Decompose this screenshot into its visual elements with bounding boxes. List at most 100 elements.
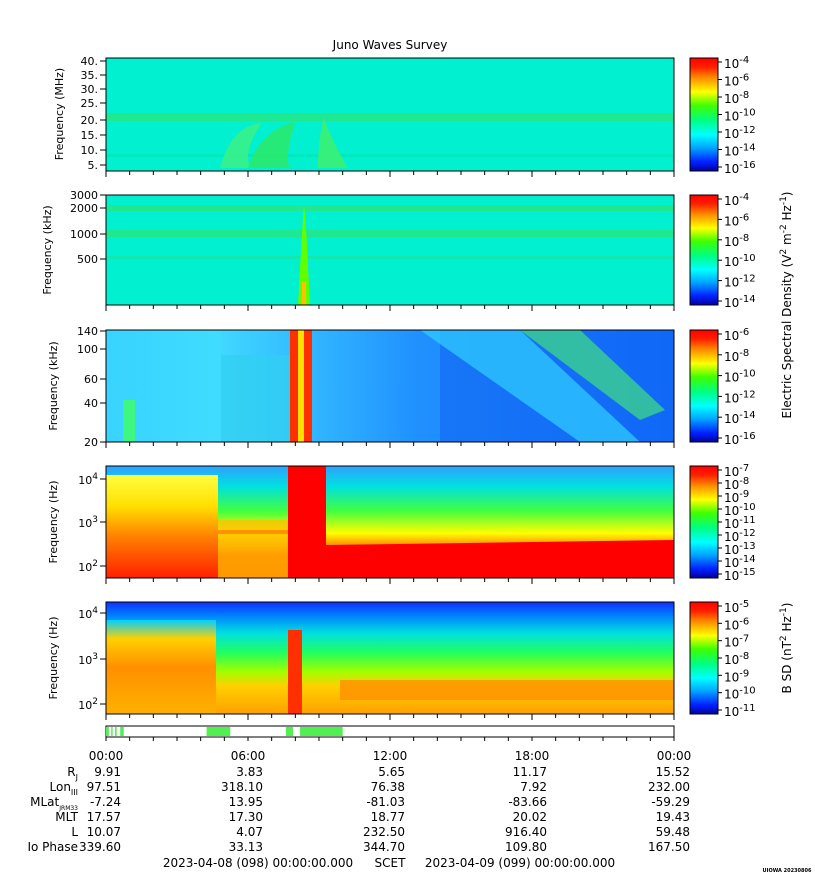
panel-3-emission-burst-core	[298, 330, 304, 442]
ephemeris-value: 339.60	[79, 840, 121, 854]
colorbars	[689, 57, 719, 715]
y-tick-label: 40	[84, 397, 98, 410]
y-tick-label: 140	[77, 325, 98, 338]
footer-end: 2023-04-09 (099) 00:00:00.000	[425, 856, 615, 870]
colorbar-tick-label: 10-12	[724, 125, 756, 141]
y-tick-label: 60	[84, 373, 98, 386]
y-tick-label: 2000	[70, 202, 98, 215]
ephemeris-value: 4.07	[236, 825, 263, 839]
colorbar-tick-label: 10-10	[724, 253, 756, 269]
panel-1-band-20mhz	[106, 113, 674, 121]
colorbar-tick-label: 10-12	[724, 528, 756, 544]
ephemeris-value: 13.95	[229, 795, 263, 809]
ephemeris-value: 318.10	[221, 780, 263, 794]
colorbar-1	[689, 57, 719, 172]
panel-1-emission-arc-c	[318, 118, 348, 168]
ephemeris-row-label: LonIII	[50, 780, 79, 797]
panel-5-region-early	[106, 620, 216, 714]
colorbar-tick-label: 10-10	[724, 502, 756, 518]
panel-4-emission-plateau	[326, 540, 674, 578]
colorbar-tick-label: 10-9	[724, 489, 749, 505]
colorbar-tick-label: 10-9	[724, 668, 749, 684]
y-tick-label: 1000	[70, 228, 98, 241]
panel-5-ylabel: Frequency (Hz)	[47, 617, 60, 700]
panel-3-emission-low	[123, 400, 135, 442]
ephemeris-value: 10.07	[87, 825, 121, 839]
ephemeris-value: 17.57	[87, 810, 121, 824]
panel-3-ylabel: Frequency (kHz)	[47, 341, 60, 430]
ephemeris-value: -83.66	[508, 795, 547, 809]
y-tick-label: 102	[78, 697, 98, 712]
y-tick-label: 25.	[81, 97, 99, 110]
colorbar-2	[689, 194, 719, 306]
chart-title: Juno Waves Survey	[332, 38, 448, 52]
y-tick-label: 30.	[81, 83, 99, 96]
colorbar-tick-label: 10-13	[724, 541, 756, 557]
ephemeris-value: 18.77	[371, 810, 405, 824]
panel-4-region-early	[106, 475, 218, 578]
ephemeris-value: 20.02	[513, 810, 547, 824]
panel-5-band-low	[340, 680, 674, 700]
time-tick-label: 00:00	[89, 749, 124, 763]
ephemeris-value: 76.38	[371, 780, 405, 794]
footer-middle: SCET	[375, 856, 407, 870]
mode-bar	[105, 725, 675, 741]
colorbar-tick-label: 10-15	[724, 567, 756, 583]
ephemeris-value: 17.30	[229, 810, 263, 824]
y-tick-label: 100	[77, 343, 98, 356]
y-tick-label: 3000	[70, 189, 98, 202]
panel-2-emission-core	[302, 282, 306, 305]
panel-hz-electric: 104 103 102 Frequency (Hz)	[47, 465, 675, 584]
y-tick-label: 40.	[81, 55, 99, 68]
ephemeris-value: -81.03	[366, 795, 405, 809]
panel-2-emission-spike	[298, 205, 310, 305]
colorbar-tick-label: 10-6	[724, 327, 749, 343]
panel-3-emission-diagonal	[420, 330, 640, 442]
panel-4-region-gap	[218, 520, 290, 578]
colorbar-tick-label: 10-4	[724, 55, 749, 71]
panel-2-ylabel: Frequency (kHz)	[41, 205, 54, 294]
ephemeris-value: -7.24	[90, 795, 121, 809]
ephemeris-value: 15.52	[656, 765, 690, 779]
ephemeris-value: 232.00	[648, 780, 690, 794]
colorbar-tick-label: 10-8	[724, 233, 749, 249]
ephemeris-value: -59.29	[651, 795, 690, 809]
ephemeris-value: 109.80	[505, 840, 547, 854]
colorbar-tick-label: 10-8	[724, 348, 749, 364]
colorbar-tick-label: 10-10	[724, 686, 756, 702]
y-tick-label: 103	[78, 652, 98, 667]
panel-2-band-2000khz	[106, 205, 674, 211]
mode-bar-segment	[114, 727, 117, 736]
colorbar-tick-label: 10-10	[724, 108, 756, 124]
colorbar-tick-label: 10-14	[724, 554, 756, 570]
colorbar-tick-label: 10-10	[724, 369, 756, 385]
colorbar-5	[689, 601, 719, 715]
colorbar-tick-label: 10-7	[724, 634, 749, 650]
y-tick-label: 5.	[88, 159, 99, 172]
y-tick-label: 15.	[81, 129, 99, 142]
ephemeris-value: 3.83	[236, 765, 263, 779]
y-tick-label: 20.	[81, 114, 99, 127]
colorbar-tick-label: 10-11	[724, 703, 756, 719]
y-tick-label: 104	[78, 472, 98, 487]
colorbar-tick-label: 10-16	[724, 160, 756, 176]
ephemeris-value: 97.51	[87, 780, 121, 794]
ephemeris-value: 344.70	[363, 840, 405, 854]
panel-3-region-mid	[221, 355, 293, 442]
ephemeris-row-label: L	[71, 825, 78, 839]
colorbar-3	[689, 329, 719, 443]
colorbar-4	[689, 465, 719, 579]
panel-3-y-axis: 140 100 60 40 20	[77, 325, 675, 449]
ephemeris-row-label: MLT	[55, 810, 78, 824]
footer-stamp: UIOWA 20230806	[763, 868, 812, 874]
panel-2-band-1000khz	[106, 230, 674, 237]
colorbar-tick-label: 10-5	[724, 599, 749, 615]
colorbar-tick-label: 10-16	[724, 431, 756, 447]
panel-3-emission-green	[520, 330, 665, 420]
time-tick-label: 00:00	[657, 749, 692, 763]
time-axis: 00:00 06:00 12:00 18:00 00:00	[89, 749, 692, 763]
panel-khz-low: 140 100 60 40 20 Frequency (kHz)	[47, 325, 675, 449]
panel-5-y-axis: 104 103 102	[78, 606, 675, 720]
